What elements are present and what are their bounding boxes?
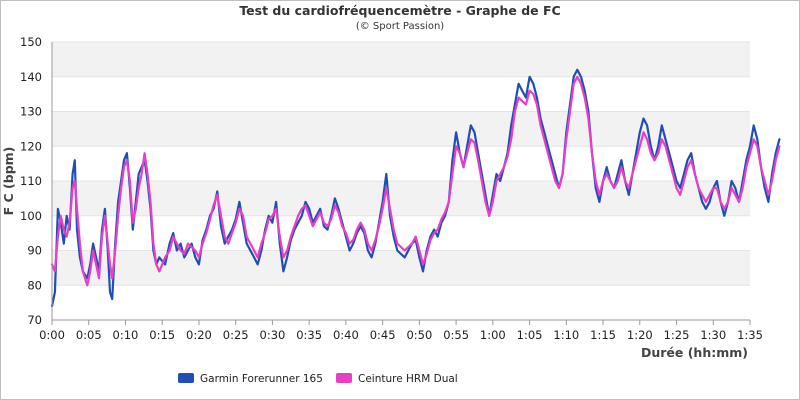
x-tick-label: 1:00 — [480, 328, 506, 342]
x-tick-label: 1:15 — [590, 328, 616, 342]
x-tick-label: 1:10 — [553, 328, 579, 342]
grid-bands — [52, 42, 750, 320]
y-axis-ticks: 70 80 90 100 110 120 130 140 150 — [20, 35, 42, 327]
x-tick-label: 1:30 — [700, 328, 726, 342]
legend-swatch-1 — [178, 373, 194, 383]
y-tick-label: 100 — [20, 209, 42, 223]
y-tick-label: 120 — [20, 139, 42, 153]
x-tick-label: 0:25 — [223, 328, 249, 342]
chart-subtitle: (© Sport Passion) — [355, 21, 445, 32]
x-tick-label: 1:05 — [517, 328, 543, 342]
grid-band — [52, 111, 750, 147]
y-tick-label: 70 — [27, 313, 42, 327]
series-line-2 — [50, 75, 781, 287]
series-layer — [50, 68, 781, 308]
x-tick-label: 0:50 — [406, 328, 432, 342]
x-tick-label: 0:05 — [76, 328, 102, 342]
legend-label-2: Ceinture HRM Dual — [358, 373, 458, 385]
axes — [51, 42, 750, 321]
grid-band — [52, 181, 750, 216]
y-tick-label: 150 — [20, 35, 42, 49]
grid-band — [52, 42, 750, 77]
grid-band — [52, 215, 750, 251]
legend-label-1: Garmin Forerunner 165 — [200, 373, 323, 385]
x-tick-label: 0:00 — [39, 328, 65, 342]
x-tick-label: 0:35 — [296, 328, 322, 342]
grid-band — [52, 76, 750, 112]
y-tick-label: 130 — [20, 105, 42, 119]
grid-band — [52, 146, 750, 181]
grid-band — [52, 285, 750, 320]
y-axis-label: F C (bpm) — [1, 147, 16, 216]
x-tick-label: 0:20 — [186, 328, 212, 342]
y-tick-label: 110 — [20, 174, 42, 188]
y-tick-label: 140 — [20, 70, 42, 84]
grid-band — [52, 250, 750, 286]
x-tick-label: 0:15 — [149, 328, 175, 342]
legend-swatch-2 — [336, 373, 352, 383]
x-tick-label: 1:25 — [664, 328, 690, 342]
x-tick-label: 0:10 — [113, 328, 139, 342]
x-axis-ticks: 0:00 0:05 0:10 0:15 0:20 0:25 0:30 0:35 0:40 0:45… — [39, 320, 763, 342]
x-axis-label: Durée (hh:mm) — [641, 345, 748, 360]
x-tick-label: 0:30 — [260, 328, 286, 342]
x-tick-label: 0:40 — [333, 328, 359, 342]
y-tick-label: 80 — [27, 278, 42, 292]
y-tick-label: 90 — [27, 244, 42, 258]
chart-title: Test du cardiofréquencemètre - Graphe de… — [239, 3, 561, 18]
x-tick-label: 0:55 — [443, 328, 469, 342]
x-tick-label: 0:45 — [370, 328, 396, 342]
x-tick-label: 1:35 — [737, 328, 763, 342]
x-tick-label: 1:20 — [627, 328, 653, 342]
legend: Garmin Forerunner 165 Ceinture HRM Dual — [178, 373, 458, 385]
